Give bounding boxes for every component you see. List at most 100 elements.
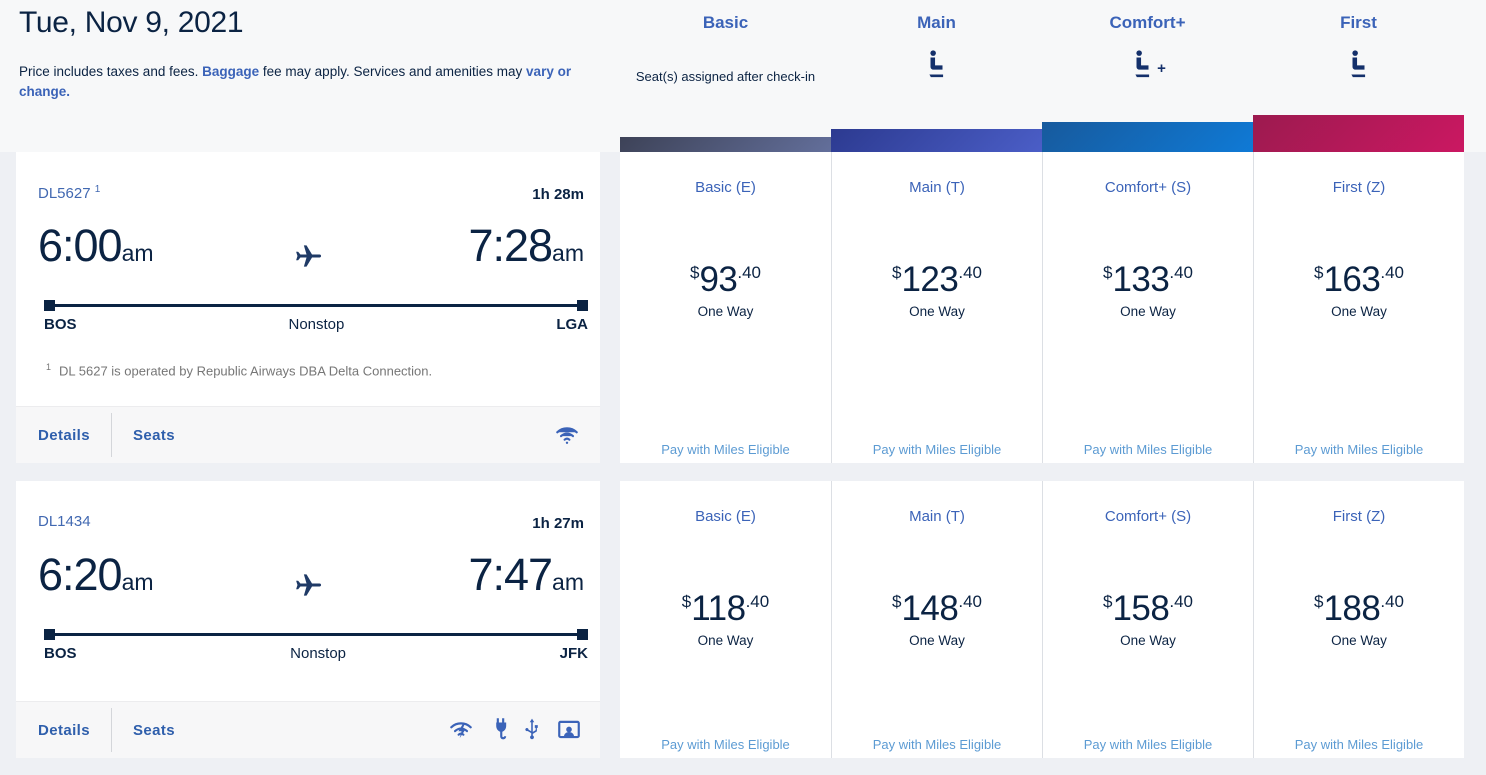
seatback-entertainment-icon [558, 720, 580, 739]
page-title: Tue, Nov 9, 2021 [19, 6, 244, 39]
one-way-label: One Way [1120, 304, 1176, 319]
fare-cell-basic[interactable]: Basic (E) $118.40 One Way Pay with Miles… [620, 481, 831, 758]
flight-duration: 1h 28m [532, 186, 584, 203]
flight-duration: 1h 27m [532, 515, 584, 532]
fare-price: $133.40 [1102, 260, 1193, 299]
fare-class-label: Main (T) [909, 179, 965, 196]
fare-price: $93.40 [689, 260, 762, 299]
column-header-comfort-plus: Comfort+ [1109, 13, 1186, 32]
flight-number-link[interactable]: DL5627 1 [38, 184, 100, 202]
destination-airport: LGA [556, 316, 588, 333]
fare-class-label: Comfort+ (S) [1104, 179, 1192, 196]
main-seat-icon [831, 50, 1042, 80]
flight-card-footer: Details Seats [16, 406, 600, 463]
flight-number: DL5627 [38, 185, 91, 202]
flight-number-link[interactable]: DL1434 [38, 513, 91, 530]
pay-with-miles-link[interactable]: Pay with Miles Eligible [872, 442, 1002, 457]
fare-price: $188.40 [1313, 589, 1404, 628]
footer-divider [111, 413, 112, 457]
route-line [44, 629, 588, 640]
flight-card-footer: Details Seats [16, 701, 600, 758]
fare-cell-comfort-plus[interactable]: Comfort+ (S) $133.40 One Way Pay with Mi… [1042, 152, 1253, 463]
plus-suffix: + [1157, 60, 1166, 78]
pay-with-miles-link[interactable]: Pay with Miles Eligible [1294, 737, 1424, 752]
fare-cell-first[interactable]: First (Z) $188.40 One Way Pay with Miles… [1253, 481, 1464, 758]
seats-link[interactable]: Seats [133, 426, 176, 444]
seat-icon [1135, 50, 1150, 78]
basic-seat-note: Seat(s) assigned after check-in [635, 69, 816, 84]
column-header-first: First [1340, 13, 1377, 32]
fare-class-label: Main (T) [909, 508, 965, 525]
wifi-icon [556, 427, 578, 444]
power-icon [496, 718, 507, 740]
fare-price: $158.40 [1102, 589, 1193, 628]
one-way-label: One Way [697, 304, 754, 319]
baggage-link[interactable]: Baggage [202, 64, 260, 79]
usb-icon [525, 718, 538, 740]
column-header-basic: Basic [702, 13, 749, 32]
airplane-icon [16, 240, 600, 277]
arrival-time: 7:47 am [468, 549, 584, 600]
airplane-icon [16, 569, 600, 606]
flight-number: DL1434 [38, 513, 91, 530]
fare-class-label: First (Z) [1332, 508, 1386, 525]
fare-cell-first[interactable]: First (Z) $163.40 One Way Pay with Miles… [1253, 152, 1464, 463]
footer-divider [111, 708, 112, 752]
fare-price: $148.40 [891, 589, 982, 628]
fare-row-dl5627: Basic (E) $93.40 One Way Pay with Miles … [620, 152, 1464, 463]
fare-cell-main[interactable]: Main (T) $123.40 One Way Pay with Miles … [831, 152, 1042, 463]
comfort-plus-brand-bar [1042, 122, 1253, 152]
one-way-label: One Way [1331, 304, 1387, 319]
pay-with-miles-link[interactable]: Pay with Miles Eligible [661, 442, 790, 457]
fare-class-label: Basic (E) [695, 508, 756, 525]
pay-with-miles-link[interactable]: Pay with Miles Eligible [1294, 442, 1424, 457]
fare-class-label: Comfort+ (S) [1104, 508, 1192, 525]
stops-label: Nonstop [290, 645, 347, 662]
stops-label: Nonstop [288, 316, 345, 333]
destination-airport: JFK [559, 645, 588, 662]
seat-icon [929, 50, 944, 78]
pay-with-miles-link[interactable]: Pay with Miles Eligible [872, 737, 1002, 752]
one-way-label: One Way [697, 633, 754, 648]
fare-row-dl1434: Basic (E) $118.40 One Way Pay with Miles… [620, 481, 1464, 758]
pay-with-miles-link[interactable]: Pay with Miles Eligible [1083, 442, 1213, 457]
one-way-label: One Way [909, 304, 965, 319]
fare-class-label: First (Z) [1332, 179, 1386, 196]
comfort-plus-seat-icon: + [1042, 50, 1253, 80]
departure-time: 6:20 am [38, 549, 154, 600]
origin-airport: BOS [44, 316, 77, 333]
fare-price: $123.40 [891, 260, 982, 299]
fare-cell-main[interactable]: Main (T) $148.40 One Way Pay with Miles … [831, 481, 1042, 758]
flight-card-dl1434: DL1434 1h 27m 6:20 am 7:47 am BOS Nonstop … [16, 481, 600, 758]
first-seat-icon [1253, 50, 1464, 80]
basic-brand-bar [620, 137, 831, 152]
pay-with-miles-link[interactable]: Pay with Miles Eligible [661, 737, 790, 752]
origin-airport: BOS [44, 645, 77, 662]
disclaimer-text: fee may apply. Services and amenities ma… [262, 64, 523, 79]
details-link[interactable]: Details [38, 721, 90, 739]
fare-cell-basic[interactable]: Basic (E) $93.40 One Way Pay with Miles … [620, 152, 831, 463]
arrival-time: 7:28 am [468, 220, 584, 271]
fare-cell-comfort-plus[interactable]: Comfort+ (S) $158.40 One Way Pay with Mi… [1042, 481, 1253, 758]
fare-price: $163.40 [1313, 260, 1404, 299]
operated-by-footnote: 1 DL 5627 is operated by Republic Airways… [46, 362, 433, 379]
departure-time: 6:00 am [38, 220, 154, 271]
route-line [44, 300, 588, 311]
fare-price: $118.40 [681, 589, 770, 628]
one-way-label: One Way [909, 633, 965, 648]
seats-link[interactable]: Seats [133, 721, 176, 739]
one-way-label: One Way [1331, 633, 1387, 648]
vary-or-change-link[interactable]: vary or change. [19, 64, 572, 99]
details-link[interactable]: Details [38, 426, 90, 444]
flight-card-dl5627: DL5627 1 1h 28m 6:00 am 7:28 am BOS Nonsto… [16, 152, 600, 463]
disclaimer-text: Price includes taxes and fees. [19, 64, 199, 79]
first-brand-bar [1253, 115, 1464, 152]
main-brand-bar [831, 129, 1042, 152]
one-way-label: One Way [1120, 633, 1176, 648]
seat-icon [1351, 50, 1366, 78]
column-header-main: Main [917, 13, 956, 32]
fare-class-label: Basic (E) [695, 179, 756, 196]
footnote-marker: 1 [94, 184, 101, 195]
wifi-lightning-icon [450, 722, 472, 739]
pay-with-miles-link[interactable]: Pay with Miles Eligible [1083, 737, 1213, 752]
